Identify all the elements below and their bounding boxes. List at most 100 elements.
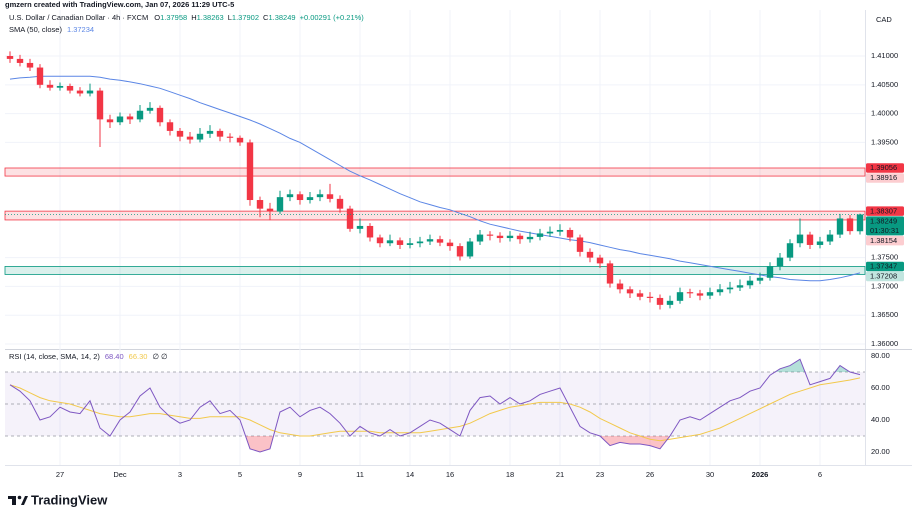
x-tick-label: 5 — [238, 470, 242, 479]
candle-body — [196, 133, 204, 140]
logo-part — [12, 496, 16, 505]
zone — [4, 210, 866, 221]
oversold-fill — [10, 436, 860, 452]
candle-body — [826, 234, 834, 242]
candle-body — [796, 234, 804, 244]
legend-item: 1.37902 — [232, 13, 259, 22]
candle-body — [816, 241, 824, 245]
candle-body — [306, 197, 314, 201]
candle-body — [416, 241, 424, 244]
candle-body — [846, 218, 854, 232]
candle-body — [436, 239, 444, 243]
x-tick-label: 27 — [56, 470, 64, 479]
candle-body — [646, 296, 654, 298]
brand: TradingView — [31, 492, 108, 507]
price-tag-label: 1.38307 — [870, 206, 897, 215]
y-tick-label: 80.00 — [871, 351, 890, 360]
rsi-sma-line — [9, 377, 861, 442]
candle-body — [656, 297, 664, 305]
y-tick-label: 1.36000 — [871, 339, 898, 348]
candle-body — [806, 234, 814, 245]
candle-body — [76, 90, 84, 94]
y-tick-label: 1.36500 — [871, 310, 898, 319]
x-tick-label: 23 — [596, 470, 604, 479]
candle-body — [856, 214, 864, 232]
x-tick-label: 21 — [556, 470, 564, 479]
candle-body — [166, 122, 174, 131]
candle-body — [356, 225, 364, 229]
price-tag-label: 1.38154 — [870, 236, 897, 245]
candle-body — [596, 257, 604, 264]
candle-body — [406, 243, 414, 245]
candle-body — [296, 194, 304, 201]
price-tag — [866, 271, 904, 282]
candle-body — [526, 236, 534, 240]
logo-part — [17, 495, 22, 500]
legend-item: SMA (50, close) — [9, 25, 62, 34]
price-tag — [866, 216, 904, 236]
legend-item: L — [228, 13, 232, 22]
candle-body — [156, 107, 164, 123]
candle-body — [466, 241, 474, 257]
candle-body — [626, 289, 634, 294]
price-tag — [866, 206, 904, 216]
y-tick-label: 1.37000 — [871, 281, 898, 290]
x-tick-label: 14 — [406, 470, 414, 479]
x-tick-label: Dec — [113, 470, 127, 479]
candle-body — [716, 289, 724, 293]
candle-body — [326, 194, 334, 199]
rsi-line — [9, 358, 861, 453]
legend-item: 1.38263 — [197, 13, 224, 22]
zone — [4, 266, 866, 275]
price-tag — [866, 261, 904, 272]
candle-body — [506, 235, 514, 239]
y-tick-label: 40.00 — [871, 415, 890, 424]
legend: U.S. Dollar / Canadian Dollar · 4h · FXC… — [9, 13, 364, 22]
candle-body — [746, 280, 754, 286]
x-tick-label: 18 — [506, 470, 514, 479]
candle-body — [316, 194, 324, 198]
candle-body — [756, 277, 764, 281]
candle-body — [706, 292, 714, 296]
price-tag-label: 1.38916 — [870, 173, 897, 182]
x-tick-label: 26 — [646, 470, 654, 479]
y-tick-label: 1.40000 — [871, 109, 898, 118]
price-tag — [866, 235, 904, 246]
legend-item: +0.00291 (+0.21%) — [300, 13, 365, 22]
legend-item: 1.38249 — [268, 13, 295, 22]
price-tag — [866, 271, 904, 282]
candle-body — [36, 67, 44, 85]
legend-item: 68.40 — [105, 352, 124, 361]
candle-body — [216, 130, 224, 137]
candle-body — [236, 137, 244, 143]
candle-body — [556, 229, 564, 232]
candle-body — [396, 240, 404, 245]
legend: SMA (50, close) 1.37234 — [9, 25, 94, 34]
legend-item: O — [154, 13, 160, 22]
logo — [8, 495, 28, 505]
candle-body — [686, 292, 694, 294]
candle-body — [6, 56, 14, 59]
y-tick-label: 1.37500 — [871, 253, 898, 262]
x-tick-label: 9 — [298, 470, 302, 479]
candle-body — [276, 197, 284, 212]
candle-body — [86, 90, 94, 94]
candle-body — [286, 194, 294, 198]
candle-body — [536, 233, 544, 237]
x-tick-label: 16 — [446, 470, 454, 479]
candle-body — [546, 231, 554, 234]
candle-body — [566, 229, 574, 238]
legend-item: 66.30 — [129, 352, 148, 361]
x-tick-label: 6 — [818, 470, 822, 479]
candle-body — [136, 110, 144, 120]
candle-body — [246, 142, 254, 201]
candle-body — [516, 235, 524, 240]
candle-body — [496, 235, 504, 239]
candle-body — [206, 130, 214, 134]
price-tag — [866, 173, 904, 183]
x-tick-label: 2026 — [752, 470, 769, 479]
candle-body — [46, 84, 54, 88]
price-tag — [866, 163, 904, 173]
candle-body — [476, 234, 484, 242]
candle-body — [386, 240, 394, 244]
